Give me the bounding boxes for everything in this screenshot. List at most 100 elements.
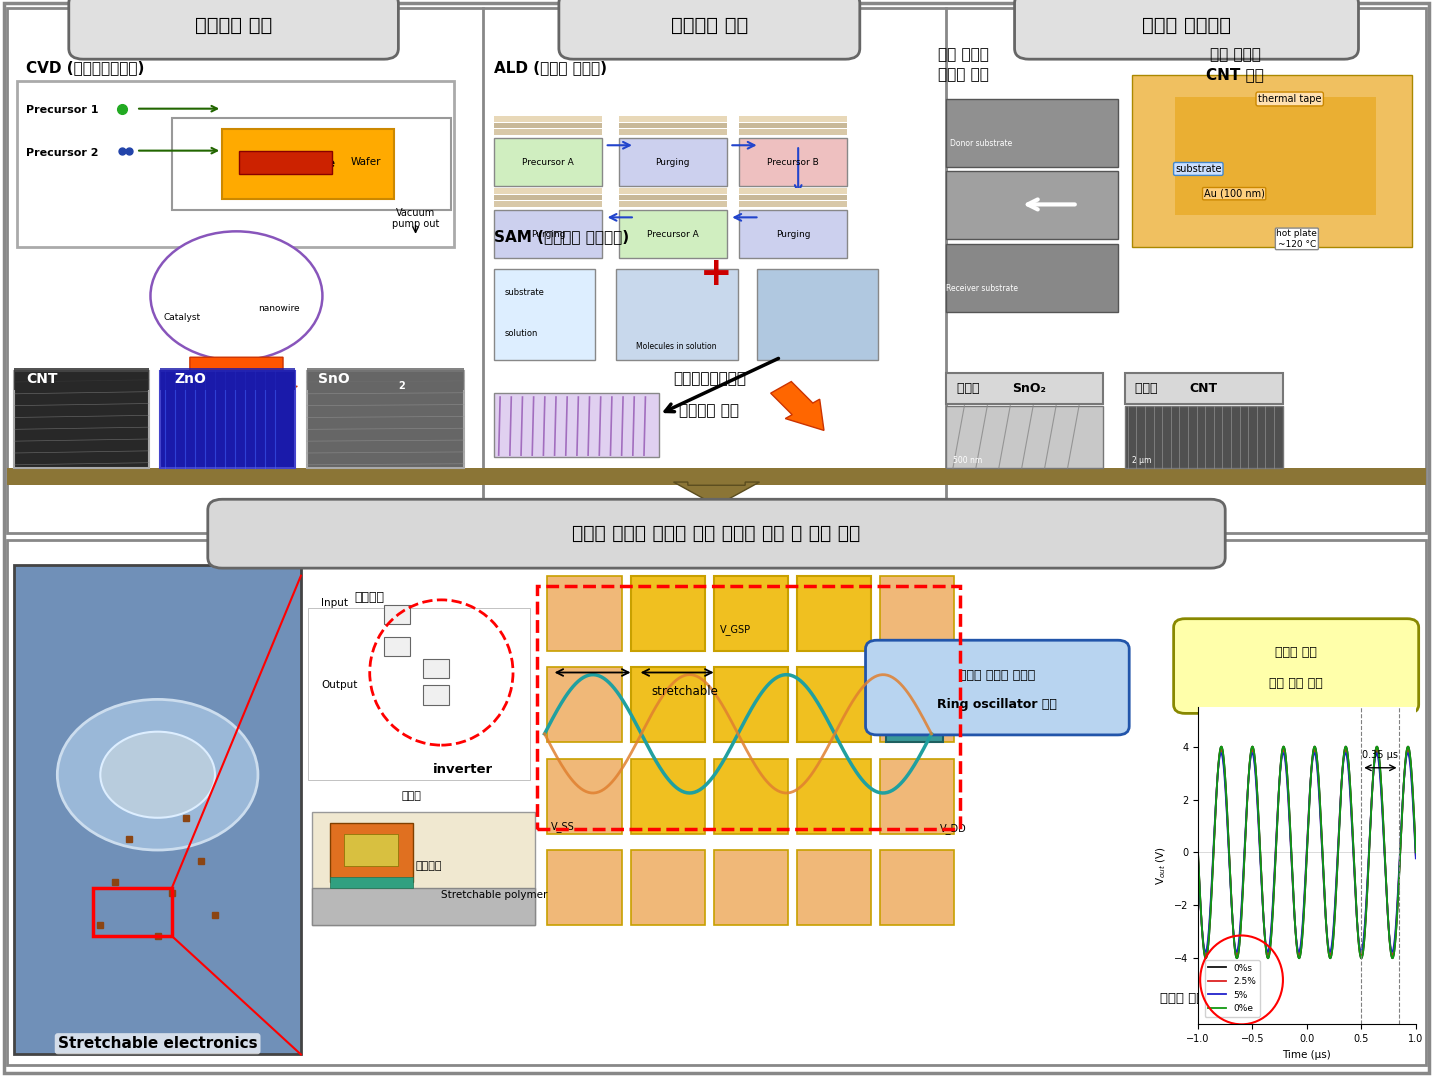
2.5%	[1407, 849, 1424, 862]
Line: 5%: 5%	[1198, 753, 1416, 952]
0%s	[1317, 898, 1334, 911]
Bar	[547, 850, 622, 925]
0%e	[1189, 846, 1207, 859]
Bar	[616, 269, 738, 360]
Text: Wafer: Wafer	[351, 157, 381, 168]
Bar	[7, 468, 1426, 485]
Bar	[714, 850, 788, 925]
Bar	[384, 605, 410, 624]
Text: 나노선 패턴전이: 나노선 패턴전이	[1142, 16, 1231, 36]
Text: Purging: Purging	[655, 158, 691, 167]
Bar	[1175, 97, 1376, 215]
FancyBboxPatch shape	[1015, 0, 1358, 59]
5%	[1328, 854, 1346, 867]
Text: Stretchable polymer: Stretchable polymer	[441, 890, 547, 901]
2.5%	[1328, 858, 1346, 870]
Bar	[946, 171, 1118, 239]
Bar	[739, 116, 847, 122]
Text: 늘임이 가능한 나노선 소자 어레이 제작 및 특성 규명: 늘임이 가능한 나노선 소자 어레이 제작 및 특성 규명	[572, 524, 861, 543]
Text: Donor substrate: Donor substrate	[950, 139, 1013, 147]
Bar	[494, 129, 602, 134]
Bar	[619, 138, 727, 186]
Text: 2 μm: 2 μm	[1132, 456, 1152, 465]
Text: Vacuum
pump out: Vacuum pump out	[391, 208, 440, 229]
Bar	[714, 576, 788, 651]
Text: 나노선의 합성: 나노선의 합성	[195, 16, 272, 36]
5%	[1315, 895, 1333, 908]
Bar	[14, 371, 149, 468]
Text: 절연박막 성장: 절연박막 성장	[671, 16, 748, 36]
Text: Precursor A: Precursor A	[646, 230, 699, 239]
Text: 나노선: 나노선	[401, 791, 421, 802]
0%s	[1356, 939, 1373, 952]
Bar	[797, 850, 871, 925]
Text: nanowire: nanowire	[258, 305, 301, 313]
Bar	[307, 371, 464, 468]
FancyBboxPatch shape	[208, 499, 1225, 568]
0%e	[1317, 898, 1334, 911]
Bar	[547, 576, 622, 651]
Y-axis label: V$_{out}$ (V): V$_{out}$ (V)	[1155, 846, 1168, 886]
FancyArrow shape	[771, 382, 824, 430]
Text: V_DD: V_DD	[940, 823, 966, 834]
Bar	[739, 188, 847, 194]
Text: 나노튜브: 나노튜브	[416, 861, 441, 872]
5%	[1356, 931, 1373, 944]
Bar	[880, 850, 954, 925]
Bar	[494, 201, 602, 207]
Bar	[494, 210, 602, 258]
0%s	[1377, 876, 1394, 889]
Bar	[423, 685, 449, 705]
Text: V_GSP: V_GSP	[719, 624, 751, 635]
Text: 전이된: 전이된	[1135, 382, 1161, 395]
Text: Receiver substrate: Receiver substrate	[946, 284, 1017, 293]
2.5%	[1197, 949, 1214, 962]
FancyBboxPatch shape	[559, 0, 860, 59]
Bar	[619, 195, 727, 200]
Text: +: +	[701, 255, 732, 294]
Bar	[797, 759, 871, 834]
Text: 늘임에 따른: 늘임에 따른	[1275, 646, 1317, 659]
Text: 2: 2	[398, 381, 406, 392]
0%s	[1323, 951, 1340, 964]
X-axis label: Time (μs): Time (μs)	[1283, 1049, 1331, 1060]
Text: 수직 성장된
나노선 전이: 수직 성장된 나노선 전이	[937, 47, 989, 82]
Bar	[172, 118, 451, 210]
0%s	[1202, 891, 1219, 904]
Text: substrate: substrate	[1175, 164, 1221, 174]
Bar	[739, 129, 847, 134]
Bar	[946, 99, 1118, 167]
Line: 2.5%: 2.5%	[1198, 750, 1416, 955]
0%s	[1328, 861, 1346, 874]
Text: SnO₂: SnO₂	[1012, 382, 1046, 395]
5%	[1377, 879, 1394, 892]
Bar	[714, 667, 788, 742]
Bar	[14, 565, 301, 1054]
Bar	[494, 123, 602, 128]
Text: 소자 특성 변화: 소자 특성 변화	[1270, 677, 1323, 690]
Bar	[714, 667, 788, 742]
Bar	[330, 877, 413, 888]
Bar	[946, 373, 1103, 404]
Bar	[1125, 373, 1283, 404]
0%s	[1305, 740, 1323, 753]
Text: Stretchable electronics: Stretchable electronics	[57, 1036, 258, 1051]
Bar	[714, 759, 788, 834]
Bar	[619, 116, 727, 122]
Bar	[494, 393, 659, 457]
Bar	[631, 576, 705, 651]
Circle shape	[100, 732, 215, 818]
Bar	[739, 195, 847, 200]
Text: SnO: SnO	[318, 371, 355, 386]
Bar	[222, 129, 394, 199]
Text: solution: solution	[504, 329, 537, 338]
0%s	[1291, 952, 1308, 965]
Bar	[547, 759, 622, 834]
FancyArrow shape	[674, 482, 759, 506]
Text: 자기조립단분자막: 자기조립단분자막	[674, 371, 745, 386]
5%	[1407, 852, 1424, 865]
Text: inverter: inverter	[433, 763, 493, 776]
Text: Precursor 2: Precursor 2	[26, 147, 99, 158]
0%s	[1189, 846, 1207, 859]
FancyBboxPatch shape	[1174, 619, 1419, 713]
